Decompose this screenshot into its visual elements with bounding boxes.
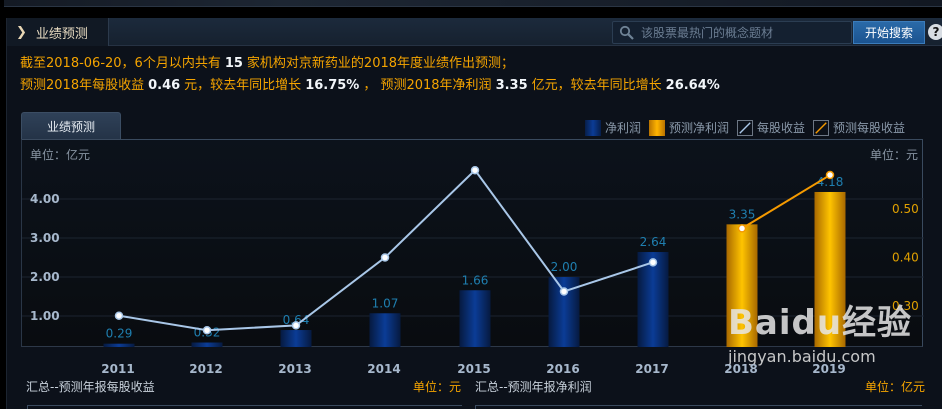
forecast-net-profit-bar[interactable] xyxy=(814,191,846,347)
bar-value-label: 2.00 xyxy=(551,260,578,274)
search-input[interactable] xyxy=(641,25,841,40)
help-icon[interactable]: ? xyxy=(928,24,942,40)
legend-net-profit[interactable]: 净利润 xyxy=(585,119,641,136)
forecast-profit-value: 3.35 xyxy=(495,78,528,93)
forecast-chart: 单位：亿元 单位：元 1.00 2.00 3.00 4.00 0.30 0.40 0.50 0… xyxy=(21,139,924,347)
summary-text: 家机构对京新药业的2018年度业绩作出预测； xyxy=(246,56,515,71)
blue-swatch-icon xyxy=(585,119,601,136)
start-search-button[interactable]: 开始搜索 xyxy=(853,21,925,44)
top-strip xyxy=(4,0,942,7)
x-axis-label: 2012 xyxy=(189,362,223,376)
left-axis-unit: 单位：亿元 xyxy=(30,148,91,162)
net-profit-bar[interactable] xyxy=(280,330,312,347)
legend-label: 净利润 xyxy=(605,121,642,135)
eps-point[interactable] xyxy=(380,253,390,262)
x-axis-label: 2013 xyxy=(278,362,312,376)
right-axis-tick: 0.40 xyxy=(892,251,919,265)
eps-point[interactable] xyxy=(559,287,569,296)
gold-swatch-icon xyxy=(649,119,666,136)
left-axis-tick: 4.00 xyxy=(30,192,60,206)
panel-header: ❯ 业绩预测 开始搜索 ? xyxy=(7,18,942,46)
legend-forecast-eps[interactable]: 预测每股收益 xyxy=(813,119,905,136)
watermark-url: jingyan.baidu.com xyxy=(728,347,876,366)
profit-summary-table xyxy=(475,405,922,409)
watermark-brand: Baidu经验 xyxy=(728,303,913,343)
panel-tab[interactable]: ❯ 业绩预测 xyxy=(7,18,109,46)
right-axis-tick: 0.50 xyxy=(892,202,919,216)
panel-tab-label: 业绩预测 xyxy=(35,26,88,42)
summary-text: 截至2018-06-20，6个月以内共有 xyxy=(20,56,221,71)
chart-tab-forecast[interactable]: 业绩预测 xyxy=(21,112,121,139)
left-axis-tick: 2.00 xyxy=(30,270,60,284)
profit-growth-value: 26.64% xyxy=(665,78,720,93)
net-profit-bar[interactable] xyxy=(103,343,135,347)
eps-point[interactable] xyxy=(470,165,480,175)
legend-label: 预测每股收益 xyxy=(833,121,906,135)
eps-summary-unit: 单位：元 xyxy=(413,380,462,394)
x-axis-label: 2017 xyxy=(635,362,669,376)
left-axis-tick: 3.00 xyxy=(30,231,60,245)
bar-value-label: 0.64 xyxy=(283,313,310,327)
x-axis-label: 2014 xyxy=(367,362,401,376)
x-axis-label: 2015 xyxy=(457,362,491,376)
legend-eps[interactable]: 每股收益 xyxy=(737,119,805,136)
legend-forecast-net-profit[interactable]: 预测净利润 xyxy=(649,119,729,136)
forecast-net-profit-bar[interactable] xyxy=(726,224,758,347)
net-profit-bar[interactable] xyxy=(369,313,401,347)
bar-value-label: 2.64 xyxy=(640,235,667,249)
eps-point[interactable] xyxy=(202,326,212,335)
baidu-watermark: Baidu经验 jingyan.baidu.com xyxy=(728,305,912,366)
left-axis-tick: 1.00 xyxy=(30,309,60,323)
chart-plot: 1.002.003.004.000.300.400.500.290.320.64… xyxy=(22,165,924,347)
chart-legend: 净利润 预测净利润 每股收益 预测每股收益 xyxy=(585,119,913,136)
eps-point[interactable] xyxy=(825,170,835,180)
x-axis-label: 2011 xyxy=(101,362,135,376)
summary-line-2: 预测2018年每股收益 0.46 元，较去年同比增长 16.75%， 预测2018年净… xyxy=(20,75,724,97)
eps-point[interactable] xyxy=(114,311,124,320)
legend-label: 每股收益 xyxy=(757,121,806,135)
orange-line-swatch-icon xyxy=(813,119,830,136)
forecast-eps-value: 0.46 xyxy=(148,78,181,93)
bar-value-label: 1.07 xyxy=(372,296,399,310)
right-axis-tick: 0.30 xyxy=(892,299,919,313)
legend-label: 预测净利润 xyxy=(669,121,730,135)
eps-growth-value: 16.75% xyxy=(305,78,360,93)
x-axis-label: 2016 xyxy=(546,362,580,376)
forecast-eps-line xyxy=(741,174,831,230)
profit-summary-title: 汇总--预测年报净利润 xyxy=(475,380,592,394)
bar-value-label: 0.29 xyxy=(106,327,133,341)
concept-search-box[interactable] xyxy=(612,21,852,44)
eps-point[interactable] xyxy=(737,224,747,233)
summary-text: 预测2018年每股收益 xyxy=(20,78,145,93)
net-profit-bar[interactable] xyxy=(191,342,223,347)
summary-line-1: 截至2018-06-20，6个月以内共有 15 家机构对京新药业的2018年度业绩作… xyxy=(20,53,724,75)
bar-value-label: 1.66 xyxy=(462,273,489,287)
institution-count: 15 xyxy=(224,56,243,71)
forecast-summary: 截至2018-06-20，6个月以内共有 15 家机构对京新药业的2018年度业绩作… xyxy=(20,53,724,97)
net-profit-bar[interactable] xyxy=(637,252,669,347)
profit-summary-unit: 单位：亿元 xyxy=(865,380,926,394)
eps-point[interactable] xyxy=(291,321,301,330)
summary-text: 元，较去年同比增长 xyxy=(184,78,302,93)
summary-text: ， 预测2018年净利润 xyxy=(363,78,492,93)
eps-summary-title: 汇总--预测年报每股收益 xyxy=(26,380,155,394)
x-axis-label: 2019 xyxy=(812,362,846,376)
x-axis-label: 2018 xyxy=(724,362,758,376)
eps-summary-table xyxy=(27,405,462,409)
chevron-right-icon: ❯ xyxy=(16,24,27,40)
summary-text: 亿元，较去年同比增长 xyxy=(531,78,662,93)
eps-point[interactable] xyxy=(648,258,658,267)
right-axis-unit: 单位：元 xyxy=(869,148,918,162)
search-icon xyxy=(619,25,634,40)
line-swatch-icon xyxy=(737,119,754,136)
net-profit-bar[interactable] xyxy=(459,290,491,347)
bar-value-label: 3.35 xyxy=(729,207,756,221)
